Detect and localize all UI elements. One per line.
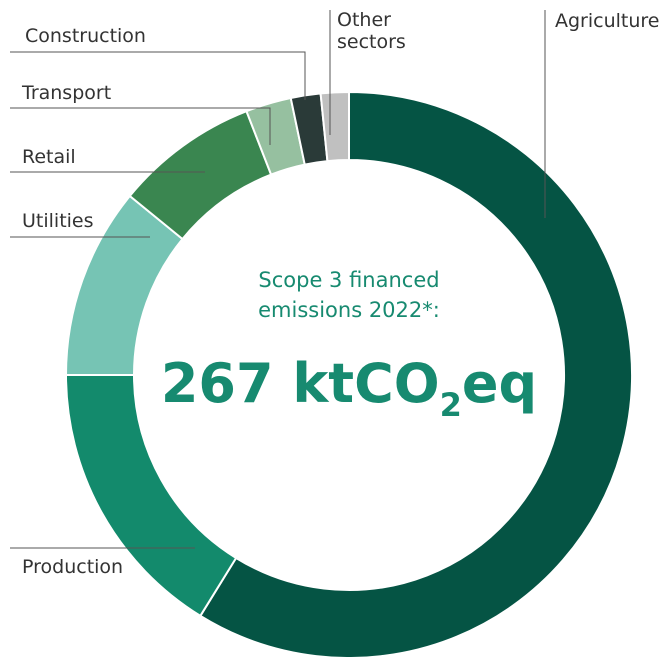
segment-label: Retail bbox=[22, 146, 76, 168]
center-label: emissions 2022*: bbox=[258, 298, 440, 322]
donut-segment bbox=[198, 90, 633, 657]
total-label: 267 ktCO2eq bbox=[149, 352, 549, 421]
center-label: Scope 3 financed bbox=[258, 268, 440, 292]
total-subscript: 2 bbox=[439, 386, 462, 424]
total-suffix: eq bbox=[461, 352, 538, 415]
leader-line bbox=[10, 51, 306, 100]
segment-label: Construction bbox=[25, 25, 146, 47]
segment-label: Utilities bbox=[22, 210, 94, 232]
segment-label: Transport bbox=[22, 82, 112, 104]
total-text: 267 ktCO bbox=[160, 352, 440, 415]
segment-label: Other sectors bbox=[337, 9, 406, 53]
leader-line bbox=[10, 107, 271, 145]
segment-label: Production bbox=[22, 556, 124, 578]
segment-label: Agriculture bbox=[555, 10, 660, 32]
